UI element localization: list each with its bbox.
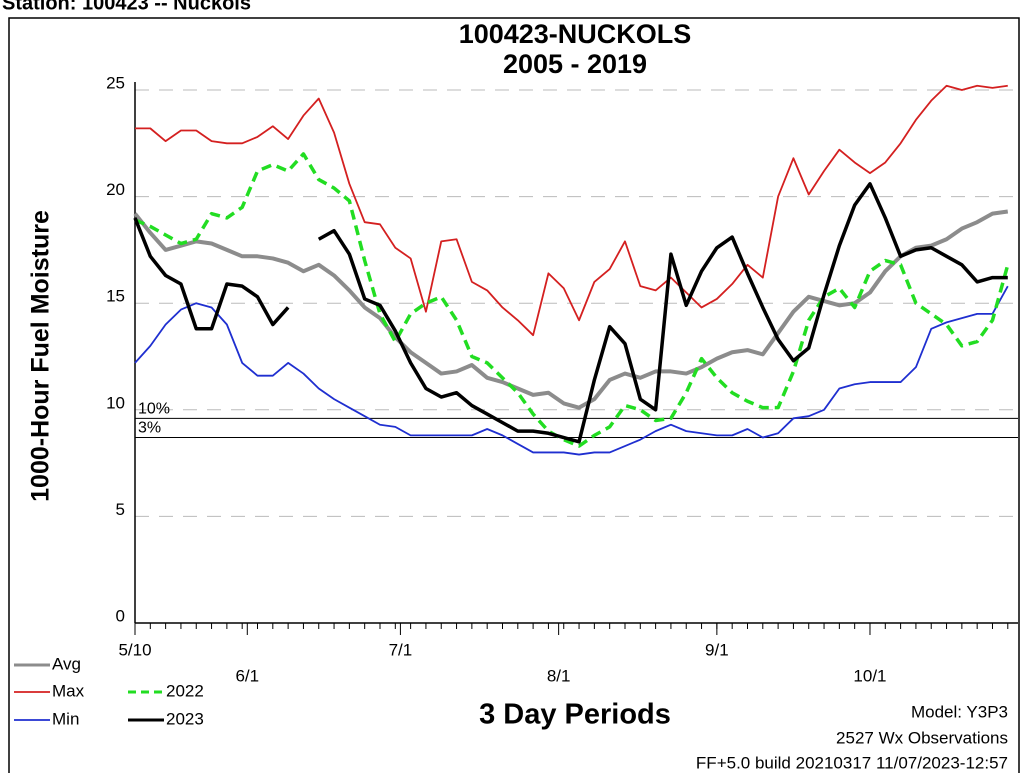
x-tick-label: 6/1 [235,666,259,685]
legend-label: 2023 [166,709,204,728]
chart-title: 100423-NUCKOLS [459,19,692,49]
y-tick-label: 20 [106,180,125,199]
x-axis-label: 3 Day Periods [479,699,671,731]
series-line [134,285,1009,456]
series-line [133,209,1009,410]
legend-label: Min [52,709,79,728]
series-line [134,152,1010,448]
y-tick-label: 0 [116,606,125,625]
x-tick-label: 8/1 [547,666,571,685]
y-tick-label: 5 [116,500,125,519]
footer-text: FF+5.0 build 20210317 11/07/2023-12:57 [696,753,1008,772]
footer-text: Model: Y3P3 [911,702,1008,721]
reference-label: 3% [138,420,161,437]
station-header: Station: 100423 -- Nuckols [2,0,251,14]
x-tick-label: 5/10 [118,640,151,659]
x-tick-label: 9/1 [705,640,729,659]
y-axis-label: 1000-Hour Fuel Moisture [27,210,55,502]
y-tick-label: 25 [106,73,125,92]
legend-label: Max [52,681,85,700]
series-line [135,84,1008,337]
x-tick-label: 7/1 [389,640,413,659]
x-tick-label: 10/1 [853,666,886,685]
chart-subtitle: 2005 - 2019 [503,49,647,79]
series-line [133,182,1008,444]
frame [8,17,1020,773]
reference-label: 10% [138,401,170,418]
legend-label: 2022 [166,681,204,700]
footer-text: 2527 Wx Observations [836,728,1008,747]
y-tick-label: 15 [106,287,125,306]
legend-label: Avg [52,654,81,673]
y-tick-label: 10 [106,393,125,412]
